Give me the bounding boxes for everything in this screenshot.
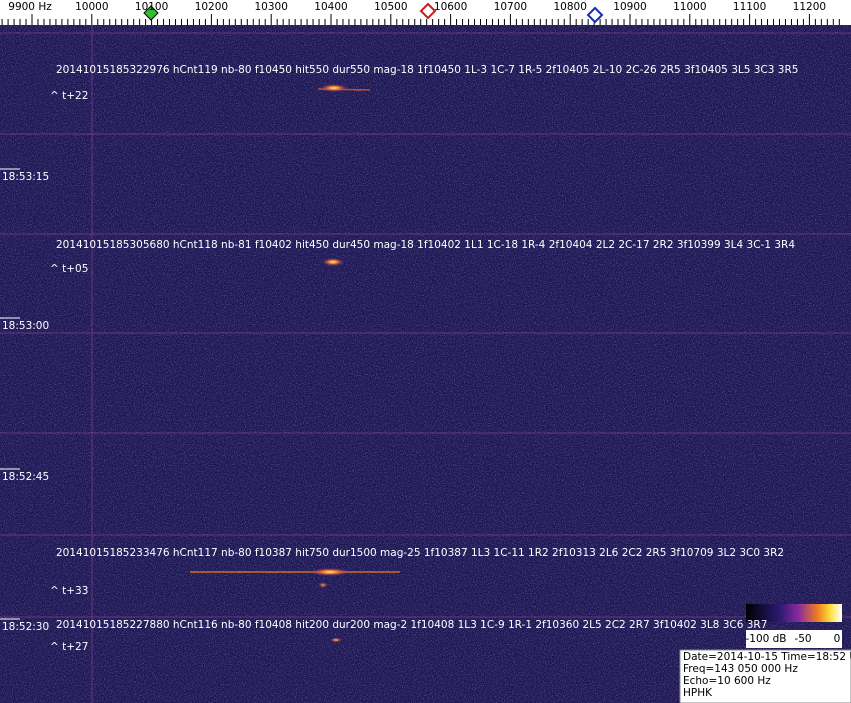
time-label: 18:52:30 xyxy=(2,621,49,633)
detection-text: 20141015185322976 hCnt119 nb-80 f10450 h… xyxy=(56,64,798,76)
echo-traces xyxy=(190,84,400,643)
frequency-label: 11200 xyxy=(793,1,826,13)
time-label: 18:53:00 xyxy=(2,320,49,332)
frequency-label: 9900 Hz xyxy=(8,1,52,13)
detection-text: 20141015185305680 hCnt118 nb-81 f10402 h… xyxy=(56,239,795,251)
frequency-label: 10300 xyxy=(254,1,287,13)
markers xyxy=(143,2,604,24)
waterfall-noise xyxy=(0,25,851,703)
info-line: HPHK xyxy=(683,687,713,699)
detection-offset: ^ t+33 xyxy=(50,585,88,597)
detection-offset: ^ t+22 xyxy=(50,90,88,102)
frequency-label: 10500 xyxy=(374,1,407,13)
ruler-ticks xyxy=(1,14,840,25)
frequency-label: 10700 xyxy=(494,1,527,13)
grid xyxy=(0,25,851,703)
frequency-label: 10400 xyxy=(314,1,347,13)
color-scale-label: 0 xyxy=(834,633,841,645)
frequency-label: 10900 xyxy=(613,1,646,13)
info-line: Echo=10 600 Hz xyxy=(683,675,771,687)
frequency-label: 10600 xyxy=(434,1,467,13)
frequency-label: 10800 xyxy=(553,1,586,13)
detection-offset: ^ t+05 xyxy=(50,263,88,275)
time-label: 18:53:15 xyxy=(2,171,49,183)
detection-offset: ^ t+27 xyxy=(50,641,88,653)
frequency-label: 10200 xyxy=(195,1,228,13)
color-scale-label: -50 xyxy=(794,633,811,645)
info-line: Freq=143 050 000 Hz xyxy=(683,663,798,675)
detection-text: 20141015185227880 hCnt116 nb-80 f10408 h… xyxy=(56,619,767,631)
color-scale xyxy=(746,604,842,622)
detection-text: 20141015185233476 hCnt117 nb-80 f10387 h… xyxy=(56,547,784,559)
info-line: Date=2014-10-15 Time=18:52 UTC xyxy=(683,651,851,663)
frequency-label: 10000 xyxy=(75,1,108,13)
info-box xyxy=(679,649,851,703)
color-scale-labels xyxy=(746,630,842,648)
color-scale-label: -100 dB xyxy=(745,633,786,645)
frequency-label: 11000 xyxy=(673,1,706,13)
time-label: 18:52:45 xyxy=(2,471,49,483)
frequency-label: 10100 xyxy=(135,1,168,13)
frequency-label: 11100 xyxy=(733,1,766,13)
